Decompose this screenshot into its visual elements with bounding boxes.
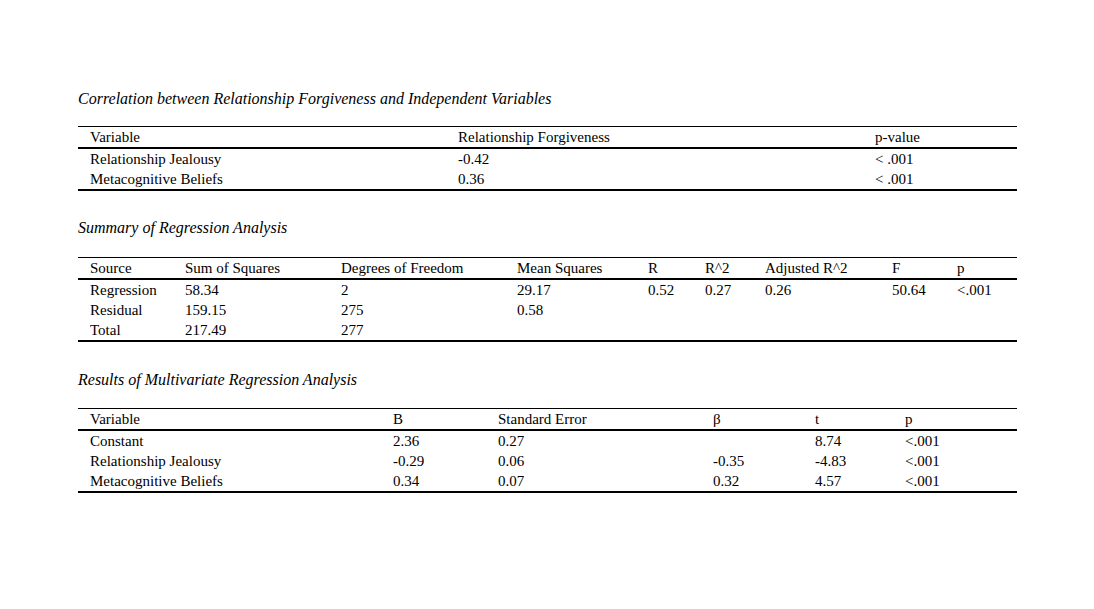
- table-cell: Relationship Jealousy: [78, 451, 393, 471]
- column-header: R: [648, 258, 705, 280]
- table-row: Relationship Jealousy-0.290.06-0.35-4.83…: [78, 451, 1017, 471]
- header-row: SourceSum of SquaresDegrees of FreedomMe…: [78, 258, 1017, 280]
- column-header: Source: [78, 258, 185, 280]
- table-cell: <.001: [905, 430, 1017, 451]
- header-row: VariableRelationship Forgivenessp-value: [78, 127, 1017, 149]
- table-cell: < .001: [875, 148, 1017, 169]
- table-cell: Metacognitive Beliefs: [78, 169, 458, 190]
- table-cell: -0.35: [713, 451, 815, 471]
- table-cell: -0.42: [458, 148, 875, 169]
- document-page: Correlation between Relationship Forgive…: [0, 0, 1094, 609]
- table-cell: < .001: [875, 169, 1017, 190]
- table-cell: 0.06: [498, 451, 713, 471]
- table-cell: -0.29: [393, 451, 498, 471]
- table-row: Metacognitive Beliefs0.340.070.324.57<.0…: [78, 471, 1017, 492]
- table-cell: Relationship Jealousy: [78, 148, 458, 169]
- table-cell: -4.83: [815, 451, 905, 471]
- column-header: F: [892, 258, 957, 280]
- table-cell: 0.36: [458, 169, 875, 190]
- table-cell: Total: [78, 320, 185, 341]
- table-cell: Metacognitive Beliefs: [78, 471, 393, 492]
- table-cell: 275: [341, 300, 517, 320]
- table-cell: [648, 300, 705, 320]
- multivariate-regression-table: VariableBStandard ErrorβtpConstant2.360.…: [78, 408, 1017, 493]
- table-cell: 0.32: [713, 471, 815, 492]
- multivariate-regression-title: Results of Multivariate Regression Analy…: [78, 370, 357, 389]
- correlation-table: VariableRelationship Forgivenessp-valueR…: [78, 126, 1017, 191]
- regression-summary-table: SourceSum of SquaresDegrees of FreedomMe…: [78, 257, 1017, 342]
- table-row: Residual159.152750.58: [78, 300, 1017, 320]
- table-cell: 277: [341, 320, 517, 341]
- table-cell: <.001: [905, 451, 1017, 471]
- table-row: Total217.49277: [78, 320, 1017, 341]
- column-header: Mean Squares: [517, 258, 648, 280]
- regression-summary-title: Summary of Regression Analysis: [78, 218, 287, 237]
- table-cell: <.001: [905, 471, 1017, 492]
- column-header: p: [905, 409, 1017, 431]
- table-cell: 0.58: [517, 300, 648, 320]
- column-header: Variable: [78, 127, 458, 149]
- table-cell: 0.07: [498, 471, 713, 492]
- table-cell: 0.27: [705, 279, 765, 300]
- table-row: Regression58.34229.170.520.270.2650.64<.…: [78, 279, 1017, 300]
- column-header: Degrees of Freedom: [341, 258, 517, 280]
- column-header: p: [957, 258, 1017, 280]
- table-cell: [892, 300, 957, 320]
- table-cell: Constant: [78, 430, 393, 451]
- table-cell: 4.57: [815, 471, 905, 492]
- table-cell: <.001: [957, 279, 1017, 300]
- table-cell: 0.27: [498, 430, 713, 451]
- table-cell: 217.49: [185, 320, 341, 341]
- table-cell: 8.74: [815, 430, 905, 451]
- header-row: VariableBStandard Errorβtp: [78, 409, 1017, 431]
- table-row: Relationship Jealousy-0.42< .001: [78, 148, 1017, 169]
- table-cell: 2: [341, 279, 517, 300]
- table-cell: 2.36: [393, 430, 498, 451]
- table-cell: [957, 300, 1017, 320]
- table-cell: [648, 320, 705, 341]
- column-header: Sum of Squares: [185, 258, 341, 280]
- table-cell: [517, 320, 648, 341]
- column-header: t: [815, 409, 905, 431]
- table-row: Constant2.360.27 8.74<.001: [78, 430, 1017, 451]
- column-header: p-value: [875, 127, 1017, 149]
- table-cell: [705, 300, 765, 320]
- table-cell: 0.52: [648, 279, 705, 300]
- table-cell: 0.34: [393, 471, 498, 492]
- table-cell: 50.64: [892, 279, 957, 300]
- table-cell: [765, 320, 892, 341]
- table-row: Metacognitive Beliefs0.36< .001: [78, 169, 1017, 190]
- table-cell: 159.15: [185, 300, 341, 320]
- table-cell: [713, 430, 815, 451]
- column-header: B: [393, 409, 498, 431]
- table-cell: Residual: [78, 300, 185, 320]
- column-header: Relationship Forgiveness: [458, 127, 875, 149]
- column-header: Adjusted R^2: [765, 258, 892, 280]
- column-header: Variable: [78, 409, 393, 431]
- table-cell: [705, 320, 765, 341]
- table-cell: 58.34: [185, 279, 341, 300]
- correlation-table-title: Correlation between Relationship Forgive…: [78, 89, 551, 108]
- table-cell: [892, 320, 957, 341]
- table-cell: [765, 300, 892, 320]
- column-header: R^2: [705, 258, 765, 280]
- table-cell: Regression: [78, 279, 185, 300]
- table-cell: 29.17: [517, 279, 648, 300]
- table-cell: [957, 320, 1017, 341]
- column-header: β: [713, 409, 815, 431]
- column-header: Standard Error: [498, 409, 713, 431]
- table-cell: 0.26: [765, 279, 892, 300]
